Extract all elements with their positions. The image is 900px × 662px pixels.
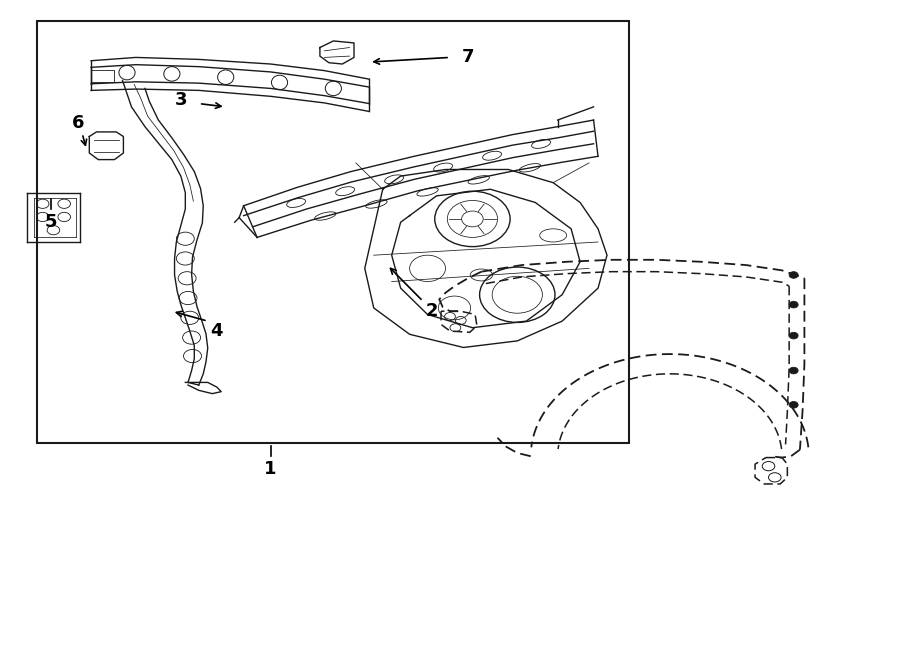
Text: 1: 1: [265, 461, 277, 479]
Text: 5: 5: [44, 213, 57, 231]
Bar: [37, 21, 629, 443]
Text: 2: 2: [426, 303, 438, 320]
Circle shape: [789, 402, 798, 408]
Text: 3: 3: [175, 91, 187, 109]
Text: 7: 7: [462, 48, 474, 66]
Circle shape: [789, 332, 798, 339]
Circle shape: [789, 367, 798, 374]
Text: 4: 4: [211, 322, 223, 340]
Circle shape: [789, 271, 798, 278]
Text: 6: 6: [71, 115, 84, 132]
Bar: [91, 70, 113, 82]
Circle shape: [789, 301, 798, 308]
